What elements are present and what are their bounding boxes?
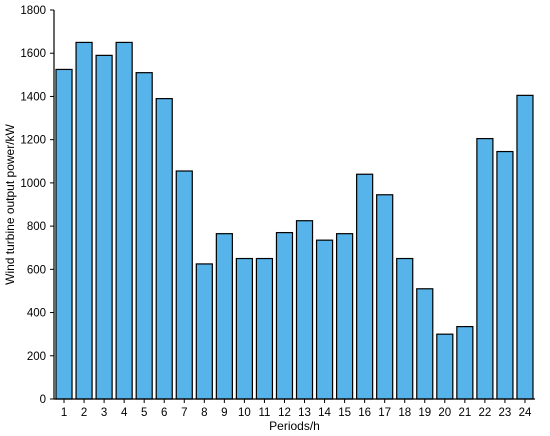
- bar-period-14: [315, 239, 334, 400]
- x-tick-label: 17: [378, 407, 391, 419]
- y-tick-label: 400: [27, 308, 46, 320]
- x-tick-label: 13: [298, 407, 311, 419]
- x-tick-label: 21: [458, 407, 471, 419]
- ticks-group: 1 2 3 4 5 6 7 8 9 10 11 12 13 14 15 16 17 18 19 20 21 22 23 240…: [20, 5, 532, 419]
- y-tick-label: 600: [27, 264, 46, 276]
- y-axis-label: Wind turbine output power/kW: [3, 123, 17, 284]
- bar-period-18: [396, 257, 414, 400]
- bar-period-13: [295, 220, 314, 400]
- x-tick-label: 4: [121, 407, 128, 419]
- bar-period-12: [275, 231, 294, 400]
- x-tick-label: 2: [81, 407, 87, 419]
- bar-period-1: [55, 68, 73, 400]
- x-tick-label: 8: [201, 407, 207, 419]
- y-tick-label: 1800: [20, 5, 46, 17]
- y-tick-label: 200: [27, 351, 46, 363]
- bar-period-10: [235, 257, 254, 400]
- y-tick-label: 1600: [20, 48, 46, 60]
- x-tick-label: 14: [318, 407, 331, 419]
- x-tick-label: 16: [358, 407, 371, 419]
- bar-period-9: [215, 233, 233, 400]
- bar-period-8: [195, 263, 213, 400]
- bar-period-24: [516, 94, 534, 400]
- bar-period-20: [436, 333, 454, 400]
- bar-period-16: [356, 173, 374, 400]
- x-tick-label: 5: [141, 407, 147, 419]
- bar-period-23: [496, 150, 514, 400]
- x-tick-label: 1: [61, 407, 67, 419]
- x-tick-label: 15: [338, 407, 351, 419]
- bar-period-15: [335, 233, 354, 400]
- x-tick-label: 3: [101, 407, 107, 419]
- bar-period-7: [175, 170, 193, 400]
- bar-period-21: [456, 326, 474, 400]
- x-tick-label: 20: [438, 407, 451, 419]
- y-tick-label: 1400: [20, 91, 46, 103]
- bar-period-3: [95, 54, 113, 400]
- bar-period-11: [255, 257, 274, 400]
- x-tick-label: 24: [519, 407, 532, 419]
- bar-period-17: [376, 194, 394, 400]
- x-tick-label: 22: [478, 407, 491, 419]
- bar-period-19: [416, 288, 434, 400]
- x-axis-label: Periods/h: [269, 419, 320, 433]
- bar-period-6: [155, 98, 173, 400]
- y-tick-label: 1000: [20, 178, 46, 190]
- axes-group: [53, 10, 535, 400]
- bars-group: [55, 41, 534, 400]
- x-tick-label: 10: [238, 407, 251, 419]
- bar-period-5: [135, 72, 153, 400]
- x-tick-label: 12: [278, 407, 291, 419]
- bar-period-2: [75, 41, 93, 400]
- x-tick-label: 11: [258, 407, 270, 419]
- y-tick-label: 0: [40, 394, 46, 406]
- x-tick-label: 7: [181, 407, 187, 419]
- x-tick-label: 19: [418, 407, 431, 419]
- y-tick-label: 800: [27, 221, 46, 233]
- bar-period-22: [476, 137, 494, 400]
- x-tick-label: 18: [398, 407, 411, 419]
- x-tick-label: 23: [499, 407, 512, 419]
- bar-period-4: [115, 41, 133, 400]
- x-tick-label: 6: [161, 407, 167, 419]
- x-tick-label: 9: [221, 407, 227, 419]
- y-tick-label: 1200: [20, 135, 46, 147]
